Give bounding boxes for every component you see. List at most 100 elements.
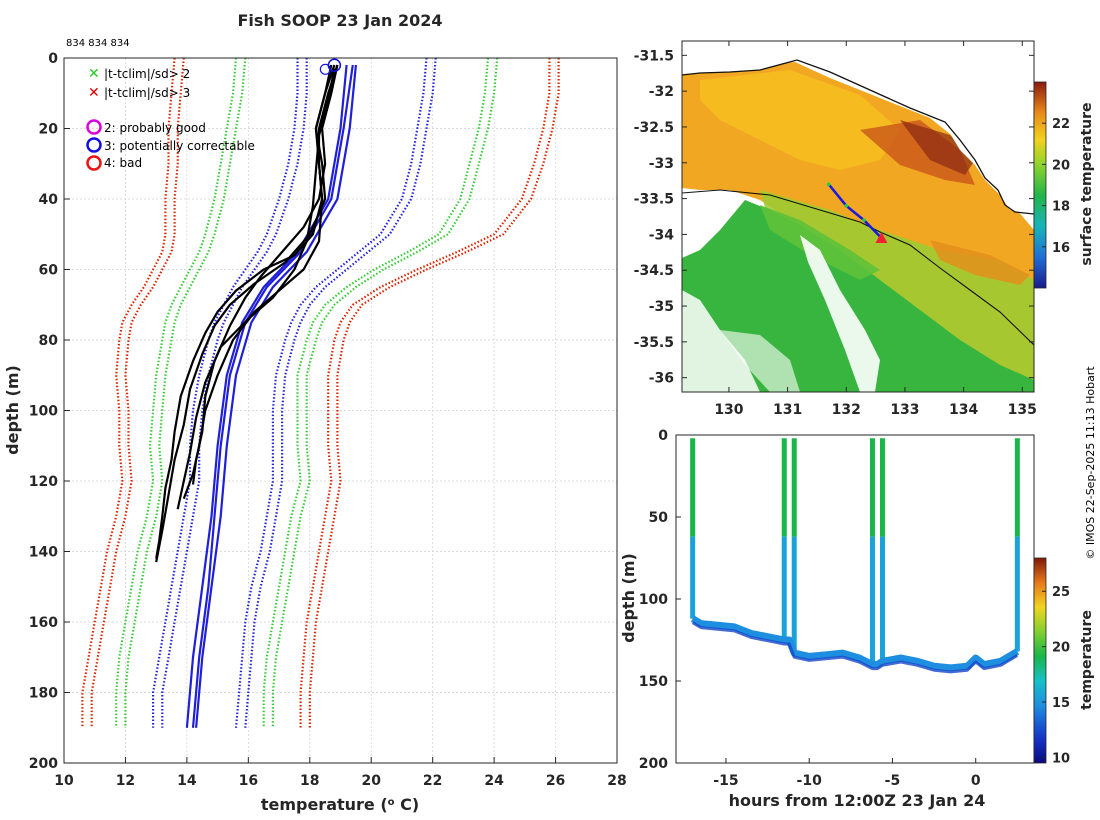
map-ytick-label: -35 [649, 299, 674, 315]
map-xtick-label: 135 [1008, 402, 1037, 418]
land-mass [682, 41, 1034, 215]
profile-xtick-label: 20 [361, 773, 381, 789]
profile-ytick-label: 180 [29, 686, 58, 702]
yellow-water-patch [700, 70, 900, 170]
dt-ytick-label: 200 [639, 756, 668, 772]
dt-xtick-label: -5 [885, 773, 901, 789]
sst-colorbar [1033, 81, 1047, 289]
temp-colorbar-tick-label: 10 [1052, 751, 1070, 766]
climatology-line [308, 58, 560, 728]
profile-xlabel: temperature (o C) [261, 795, 419, 814]
profile-ytick-label: 120 [29, 474, 58, 490]
profile-xtick-label: 16 [239, 773, 258, 789]
temp-colorbar-tick-label: 20 [1052, 641, 1070, 656]
dt-ytick-label: 0 [658, 428, 668, 444]
profile-xtick-label: 14 [177, 773, 197, 789]
map-ytick-label: -35.5 [634, 335, 674, 351]
legend-label-flag4: 4: bad [104, 156, 142, 170]
climatology-line [299, 58, 551, 728]
map-ytick-label: -32 [649, 84, 674, 100]
dt-ytick-label: 50 [649, 510, 669, 526]
profile-xtick-label: 18 [300, 773, 319, 789]
profile-ytick-label: 20 [39, 122, 59, 138]
bathymetry-contour [682, 189, 1034, 346]
map-xtick-label: 131 [773, 402, 802, 418]
red-circle-icon [86, 155, 102, 171]
profile-ytick-label: 100 [29, 404, 58, 420]
sst-colorbar-tick-label: 22 [1052, 117, 1070, 132]
track-point [862, 218, 866, 222]
sst-colorbar-ticks: 16 18 20 22 [1042, 117, 1070, 256]
corrected-profile-line [195, 64, 357, 728]
legend-item-flag3: 3: potentially correctable [86, 137, 255, 153]
map-xtick-label: 133 [890, 402, 919, 418]
track-end-marker [875, 231, 888, 243]
profile-ytick-label: 0 [48, 51, 58, 67]
profile-ytick-label: 40 [39, 192, 59, 208]
cloud-gap-left [682, 290, 760, 392]
sst-colorbar-tick-label: 18 [1052, 200, 1070, 215]
temp-colorbar-label: temperature [1079, 610, 1095, 710]
profile-ticks: 10 12 14 16 18 20 22 24 26 28 0 20 40 60 80 100 120 140 16… [29, 51, 627, 789]
corrected-profile-line [185, 64, 348, 728]
map-ytick-label: -33 [649, 156, 674, 172]
corrected-profiles [185, 64, 357, 728]
climatology-line [81, 58, 176, 728]
map-xtick-label: 134 [949, 402, 978, 418]
sst-colorbar-tick-label: 20 [1052, 158, 1070, 173]
observed-profiles [155, 64, 339, 563]
legend-item-flag2: 2: probably good [86, 119, 206, 135]
dt-xtick-label: -10 [797, 773, 823, 789]
eddy-warm-patch [930, 240, 1030, 285]
profile-xtick-label: 12 [116, 773, 135, 789]
profile-ytick-label: 140 [29, 545, 58, 561]
sst-field [682, 41, 1034, 392]
dt-xtick-label: 0 [971, 773, 981, 789]
depth-time-ticks: -15 -10 -5 0 0 50 100 150 200 [639, 428, 981, 789]
profile-panel: 10 12 14 16 18 20 22 24 26 28 0 20 40 60 80 100 120 140 16… [3, 51, 627, 814]
legend: ✕ |t-tclim|/sd> 2 ✕ |t-tclim|/sd> 3 2: p… [86, 66, 255, 171]
climatology-line [124, 58, 247, 728]
sst-colorbar-label: surface temperature [1079, 102, 1095, 265]
depth-time-axes-bg [676, 435, 1034, 763]
legend-label-flag2: 2: probably good [104, 121, 206, 135]
hottest-water-patch [900, 120, 975, 175]
ship-track [826, 182, 888, 243]
map-xtick-label: 132 [832, 402, 861, 418]
blue-circle-icon [86, 137, 102, 153]
climatology-line [161, 58, 308, 728]
surface-markers [319, 58, 342, 75]
map-ytick-label: -31.5 [634, 48, 674, 64]
legend-label-sd2: |t-tclim|/sd> 2 [104, 67, 190, 81]
dt-xtick-label: -15 [713, 773, 738, 789]
dt-ytick-label: 150 [639, 674, 668, 690]
bottom-track [690, 615, 1020, 672]
profile-xtick-label: 28 [607, 773, 626, 789]
climatology-line [90, 58, 185, 728]
climatology-line [234, 58, 428, 728]
temp-colorbar-tick-label: 25 [1052, 585, 1070, 600]
hot-water-patch [860, 120, 975, 185]
profile-ytick-label: 60 [39, 263, 59, 279]
map-xtick-label: 130 [714, 402, 743, 418]
profile-xtick-label: 22 [423, 773, 442, 789]
profile-xtick-label: 24 [484, 773, 504, 789]
observed-profile-line [155, 64, 336, 563]
temp-colorbar-ticks: 10 15 20 25 [1042, 585, 1070, 766]
track-point [844, 203, 849, 208]
legend-item-flag4: 4: bad [86, 155, 142, 171]
legend-item-sd2: ✕ |t-tclim|/sd> 2 [88, 66, 190, 82]
map-ytick-label: -34 [649, 227, 675, 243]
green-x-icon: ✕ [88, 66, 100, 82]
sst-colorbar-tick-label: 16 [1052, 241, 1070, 256]
sst-map-panel: 130 131 132 133 134 135 -31.5 -32 -32.5 -33 -33.5 -… [634, 40, 1095, 418]
profile-ylabel: depth (m) [3, 365, 22, 455]
depth-time-xlabel: hours from 12:00Z 23 Jan 24 [729, 791, 986, 810]
magenta-circle-icon [86, 119, 102, 135]
depth-time-ylabel: depth (m) [619, 553, 638, 643]
bottom-track-cold [691, 621, 1019, 674]
climatology-line [244, 58, 437, 728]
cloud-gap-mid [800, 235, 880, 392]
cloud-gap-lower [720, 330, 800, 392]
track-line [827, 183, 883, 239]
